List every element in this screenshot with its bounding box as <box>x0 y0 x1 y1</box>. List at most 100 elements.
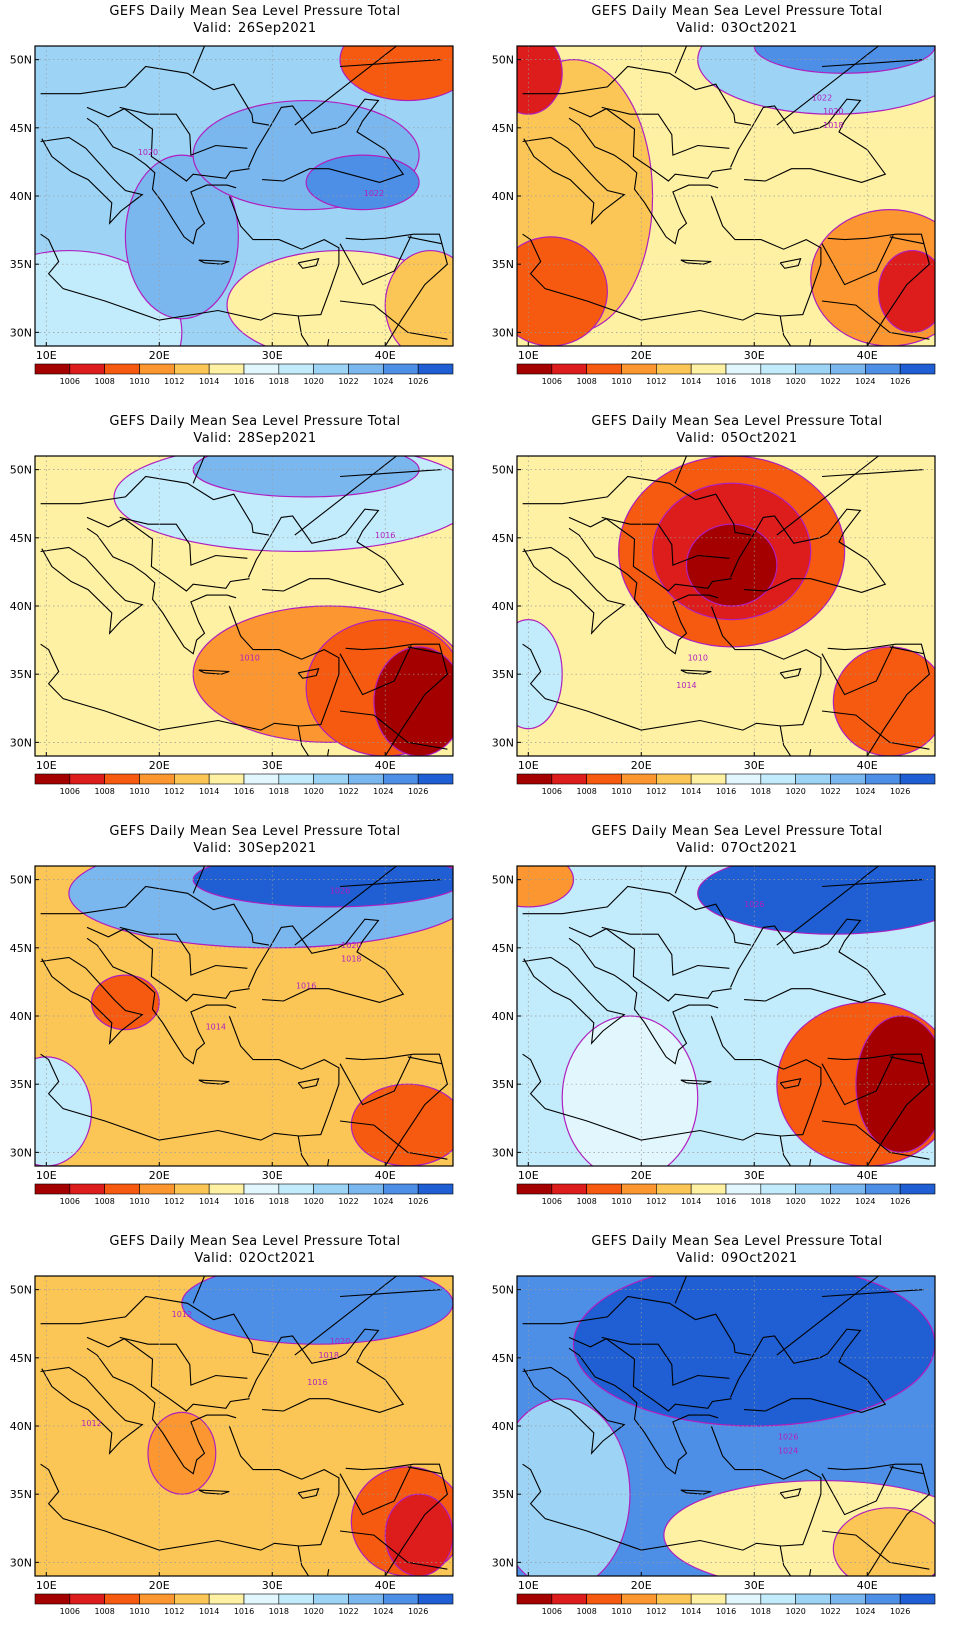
colorbar-swatch <box>621 773 657 785</box>
colorbar-label: 1022 <box>338 1197 358 1206</box>
x-tick-label: 10E <box>518 349 539 362</box>
coastline <box>776 1276 879 1356</box>
valid-label: Valid: <box>676 841 716 856</box>
coastline <box>198 259 230 265</box>
coastline <box>729 98 887 183</box>
coastline <box>198 1489 230 1495</box>
colorbar-swatch <box>243 773 280 785</box>
map-panel: GEFS Daily Mean Sea Level Pressure Total… <box>482 1230 964 1640</box>
contour-label: 1020 <box>138 148 158 157</box>
coastline <box>827 1463 931 1576</box>
x-tick-label: 40E <box>857 1169 878 1182</box>
coastline <box>297 1077 320 1089</box>
pressure-region <box>181 1276 453 1345</box>
y-tick-label: 30N <box>10 326 32 339</box>
panel-valid-date: Valid: 09Oct2021 <box>517 1251 957 1267</box>
colorbar-label: 1014 <box>681 1197 701 1206</box>
map-panel: GEFS Daily Mean Sea Level Pressure Total… <box>0 0 482 410</box>
colorbar-swatch <box>417 1183 454 1195</box>
map-panel: GEFS Daily Mean Sea Level Pressure Total… <box>482 410 964 820</box>
panel-title: GEFS Daily Mean Sea Level Pressure Total <box>591 414 883 429</box>
pressure-region <box>350 1083 453 1166</box>
coastline <box>40 1295 269 1356</box>
colorbar-swatch <box>104 773 140 785</box>
y-tick-label: 30N <box>492 326 514 339</box>
coastline <box>821 469 924 478</box>
valid-date: 09Oct2021 <box>721 1251 798 1266</box>
coastline <box>889 646 924 655</box>
panel-title: GEFS Daily Mean Sea Level Pressure Total <box>591 1234 883 1249</box>
colorbar-swatch <box>795 1593 831 1605</box>
colorbar-label: 1026 <box>890 787 910 796</box>
colorbar-label: 1006 <box>542 787 562 796</box>
panel-title: GEFS Daily Mean Sea Level Pressure Total <box>109 414 401 429</box>
contour-label: 1016 <box>307 1378 327 1387</box>
colorbar-label: 1022 <box>820 1197 840 1206</box>
valid-date: 03Oct2021 <box>721 21 798 36</box>
valid-label: Valid: <box>193 21 233 36</box>
x-tick-label: 20E <box>149 1169 170 1182</box>
pressure-region <box>832 646 935 756</box>
coastline <box>568 117 719 245</box>
coastline <box>776 866 879 946</box>
colorbar-label: 1012 <box>164 1607 184 1616</box>
colorbar-label: 1024 <box>373 1607 393 1616</box>
colorbar-swatch <box>348 1183 384 1195</box>
coastline <box>40 605 340 731</box>
colorbar-swatch <box>383 363 419 375</box>
map-panel: GEFS Daily Mean Sea Level Pressure Total… <box>0 820 482 1230</box>
colorbar-swatch <box>69 1183 105 1195</box>
colorbar-swatch <box>899 1183 936 1195</box>
coastline <box>522 65 751 126</box>
colorbar-label: 1024 <box>855 377 875 386</box>
colorbar-swatch <box>760 773 796 785</box>
colorbar-swatch <box>586 1183 622 1195</box>
colorbar-label: 1022 <box>820 1607 840 1616</box>
colorbar-label: 1018 <box>751 787 771 796</box>
colorbar-label: 1014 <box>681 787 701 796</box>
coastline <box>40 885 269 946</box>
coastline <box>522 195 822 321</box>
coastline <box>680 259 712 265</box>
pressure-region <box>305 154 420 211</box>
colorbar-swatch <box>139 1183 175 1195</box>
x-tick-label: 20E <box>631 1579 652 1592</box>
pressure-region <box>90 974 160 1031</box>
colorbar-label: 1012 <box>164 787 184 796</box>
contour-label: 1022 <box>364 189 384 198</box>
colorbar-swatch <box>243 1593 280 1605</box>
x-tick-label: 40E <box>375 1169 396 1182</box>
coastline <box>40 475 269 536</box>
pressure-region <box>384 1493 453 1576</box>
y-tick-label: 50N <box>10 54 32 67</box>
coastline <box>568 106 732 182</box>
pressure-region <box>697 866 935 935</box>
coastline <box>779 667 802 679</box>
colorbar-swatch <box>313 1183 349 1195</box>
colorbar-swatch <box>656 773 692 785</box>
coastline <box>297 667 320 679</box>
colorbar-swatch <box>586 1593 622 1605</box>
colorbar-label: 1008 <box>576 1197 596 1206</box>
colorbar-label: 1018 <box>269 1607 289 1616</box>
pressure-region <box>124 154 239 320</box>
coastline <box>345 1053 449 1166</box>
coastline <box>294 456 397 536</box>
colorbar-label: 1016 <box>716 1607 736 1616</box>
colorbar-label: 1006 <box>542 1197 562 1206</box>
colorbar-swatch <box>516 363 553 375</box>
colorbar-swatch <box>34 773 71 785</box>
coastline <box>345 643 449 756</box>
coastline <box>827 233 931 346</box>
map-panel: GEFS Daily Mean Sea Level Pressure Total… <box>0 1230 482 1640</box>
colorbar-swatch <box>104 1183 140 1195</box>
colorbar-swatch <box>795 363 831 375</box>
colorbar-swatch <box>139 363 175 375</box>
panel-valid-date: Valid: 07Oct2021 <box>517 841 957 857</box>
coastline <box>821 1120 930 1160</box>
valid-date: 28Sep2021 <box>238 431 317 446</box>
coastline <box>40 1366 144 1455</box>
contour-label: 1016 <box>375 531 395 540</box>
coastline <box>680 1079 712 1085</box>
colorbar-swatch <box>139 1593 175 1605</box>
